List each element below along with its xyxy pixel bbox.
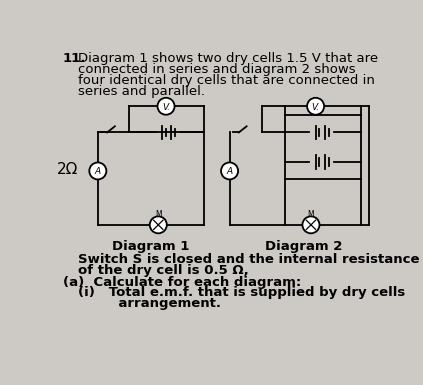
Circle shape bbox=[89, 162, 106, 179]
Text: (a)  Calculate for each diagram:: (a) Calculate for each diagram: bbox=[63, 276, 301, 289]
Text: Diagram 1 shows two dry cells 1.5 V that are: Diagram 1 shows two dry cells 1.5 V that… bbox=[78, 52, 379, 65]
Circle shape bbox=[307, 98, 324, 115]
Text: Switch S is closed and the internal resistance: Switch S is closed and the internal resi… bbox=[78, 253, 420, 266]
Text: A: A bbox=[95, 167, 101, 176]
Text: M: M bbox=[308, 210, 314, 219]
Text: Diagram 1: Diagram 1 bbox=[112, 240, 189, 253]
Circle shape bbox=[157, 98, 175, 115]
Text: 11.: 11. bbox=[63, 52, 86, 65]
Text: connected in series and diagram 2 shows: connected in series and diagram 2 shows bbox=[78, 63, 356, 76]
Text: A: A bbox=[226, 167, 233, 176]
Text: Diagram 2: Diagram 2 bbox=[264, 240, 342, 253]
Text: 2Ω: 2Ω bbox=[57, 162, 78, 177]
Circle shape bbox=[302, 216, 319, 233]
Text: four identical dry cells that are connected in: four identical dry cells that are connec… bbox=[78, 74, 375, 87]
Text: series and parallel.: series and parallel. bbox=[78, 85, 206, 98]
Text: V.: V. bbox=[312, 102, 320, 112]
Text: M: M bbox=[155, 210, 162, 219]
Circle shape bbox=[221, 162, 238, 179]
Text: (i)   Total e.m.f. that is supplied by dry cells: (i) Total e.m.f. that is supplied by dry… bbox=[78, 286, 406, 300]
Text: arrangement.: arrangement. bbox=[86, 297, 221, 310]
Text: of the dry cell is 0.5 Ω,: of the dry cell is 0.5 Ω, bbox=[78, 264, 249, 277]
Text: V.: V. bbox=[162, 102, 170, 112]
Circle shape bbox=[150, 216, 167, 233]
